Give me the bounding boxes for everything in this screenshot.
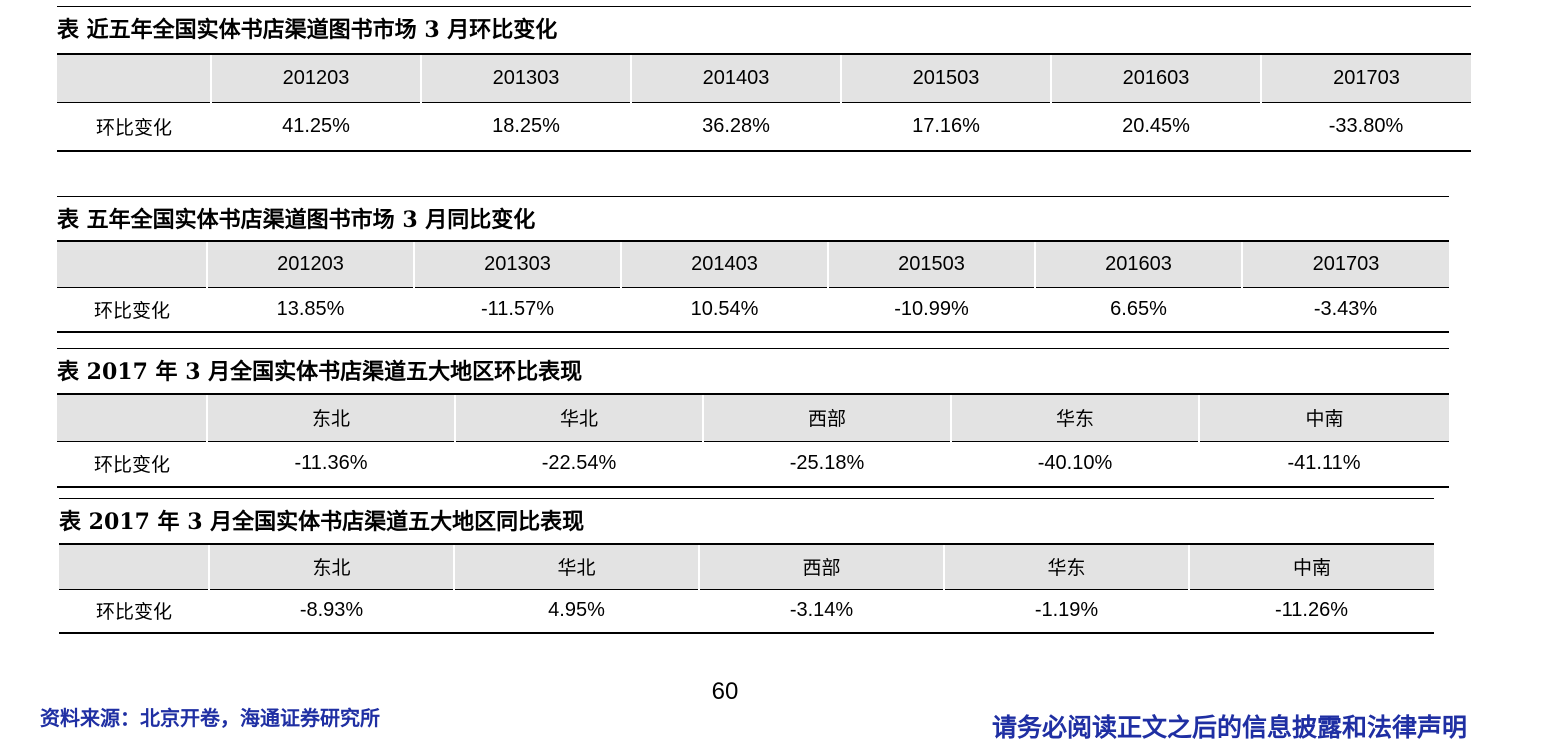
- value-cell: -8.93%: [209, 589, 454, 634]
- header-cell: 201303: [420, 53, 631, 103]
- data-table: 201203 201303 201403 201503 201603 20170…: [57, 53, 1471, 152]
- table-header-row: 东北 华北 西部 华东 中南: [57, 393, 1449, 442]
- header-cell-empty: [57, 240, 207, 288]
- header-cell: 华东: [943, 543, 1189, 590]
- header-cell: 201603: [1034, 240, 1242, 288]
- table-top-rule: [57, 196, 1449, 197]
- header-cell: 201203: [210, 53, 421, 103]
- header-cell: 201703: [1241, 240, 1449, 288]
- table-row: 环比变化 41.25% 18.25% 36.28% 17.16% 20.45% …: [57, 102, 1471, 152]
- value-cell: 20.45%: [1051, 102, 1261, 152]
- header-cell: 华北: [453, 543, 699, 590]
- row-label: 环比变化: [57, 441, 207, 488]
- header-cell: 西部: [702, 393, 951, 442]
- table-block-1: 表 近五年全国实体书店渠道图书市场 3 月环比变化 201203 201303 …: [57, 0, 1471, 160]
- header-cell: 东北: [206, 393, 455, 442]
- table-title: 表 2017 年 3 月全国实体书店渠道五大地区环比表现: [57, 359, 583, 385]
- table-top-rule: [59, 498, 1434, 499]
- header-cell: 201403: [620, 240, 828, 288]
- value-cell: -40.10%: [951, 441, 1199, 488]
- table-block-3: 表 2017 年 3 月全国实体书店渠道五大地区环比表现 东北 华北 西部 华东…: [57, 348, 1449, 490]
- header-cell: 201503: [840, 53, 1051, 103]
- header-cell: 华东: [950, 393, 1199, 442]
- value-cell: -3.43%: [1242, 287, 1449, 333]
- header-cell: 华北: [454, 393, 703, 442]
- value-cell: -3.14%: [699, 589, 944, 634]
- value-cell: -11.26%: [1189, 589, 1434, 634]
- table-header-row: 201203 201303 201403 201503 201603 20170…: [57, 240, 1449, 288]
- header-cell: 中南: [1188, 543, 1434, 590]
- value-cell: -33.80%: [1261, 102, 1471, 152]
- value-cell: 10.54%: [621, 287, 828, 333]
- table-header-row: 201203 201303 201403 201503 201603 20170…: [57, 53, 1471, 103]
- value-cell: -25.18%: [703, 441, 951, 488]
- header-cell: 201203: [206, 240, 414, 288]
- header-cell-empty: [59, 543, 209, 590]
- value-cell: -11.57%: [414, 287, 621, 333]
- header-cell-empty: [57, 393, 207, 442]
- header-cell: 东北: [208, 543, 454, 590]
- value-cell: -22.54%: [455, 441, 703, 488]
- source-note: 资料来源：北京开卷，海通证券研究所: [40, 706, 380, 730]
- table-row: 环比变化 -11.36% -22.54% -25.18% -40.10% -41…: [57, 441, 1449, 488]
- value-cell: 17.16%: [841, 102, 1051, 152]
- table-block-2: 表 五年全国实体书店渠道图书市场 3 月同比变化 201203 201303 2…: [57, 196, 1449, 336]
- table-row: 环比变化 13.85% -11.57% 10.54% -10.99% 6.65%…: [57, 287, 1449, 333]
- value-cell: 6.65%: [1035, 287, 1242, 333]
- row-label: 环比变化: [57, 287, 207, 333]
- value-cell: -1.19%: [944, 589, 1189, 634]
- table-top-rule: [57, 348, 1449, 349]
- value-cell: -41.11%: [1199, 441, 1449, 488]
- table-header-row: 东北 华北 西部 华东 中南: [59, 543, 1434, 590]
- table-title: 表 五年全国实体书店渠道图书市场 3 月同比变化: [57, 207, 536, 233]
- header-cell: 201703: [1260, 53, 1471, 103]
- value-cell: 13.85%: [207, 287, 414, 333]
- header-cell: 201503: [827, 240, 1035, 288]
- row-label: 环比变化: [59, 589, 209, 634]
- header-cell: 西部: [698, 543, 944, 590]
- data-table: 东北 华北 西部 华东 中南 环比变化 -11.36% -22.54% -25.…: [57, 393, 1449, 488]
- data-table: 201203 201303 201403 201503 201603 20170…: [57, 240, 1449, 333]
- header-cell: 201303: [413, 240, 621, 288]
- header-cell-empty: [57, 53, 211, 103]
- header-cell: 中南: [1198, 393, 1449, 442]
- value-cell: -10.99%: [828, 287, 1035, 333]
- value-cell: 18.25%: [421, 102, 631, 152]
- legal-disclaimer: 请务必阅读正文之后的信息披露和法律声明: [992, 713, 1468, 742]
- table-row: 环比变化 -8.93% 4.95% -3.14% -1.19% -11.26%: [59, 589, 1434, 634]
- data-table: 东北 华北 西部 华东 中南 环比变化 -8.93% 4.95% -3.14% …: [59, 543, 1434, 634]
- table-block-4: 表 2017 年 3 月全国实体书店渠道五大地区同比表现 东北 华北 西部 华东…: [59, 498, 1434, 638]
- value-cell: -11.36%: [207, 441, 455, 488]
- table-title: 表 2017 年 3 月全国实体书店渠道五大地区同比表现: [59, 509, 585, 535]
- header-cell: 201403: [630, 53, 841, 103]
- value-cell: 41.25%: [211, 102, 421, 152]
- page-number: 60: [711, 678, 739, 705]
- table-title: 表 近五年全国实体书店渠道图书市场 3 月环比变化: [57, 17, 558, 43]
- header-cell: 201603: [1050, 53, 1261, 103]
- value-cell: 36.28%: [631, 102, 841, 152]
- table-top-rule: [57, 6, 1471, 7]
- row-label: 环比变化: [57, 102, 211, 152]
- value-cell: 4.95%: [454, 589, 699, 634]
